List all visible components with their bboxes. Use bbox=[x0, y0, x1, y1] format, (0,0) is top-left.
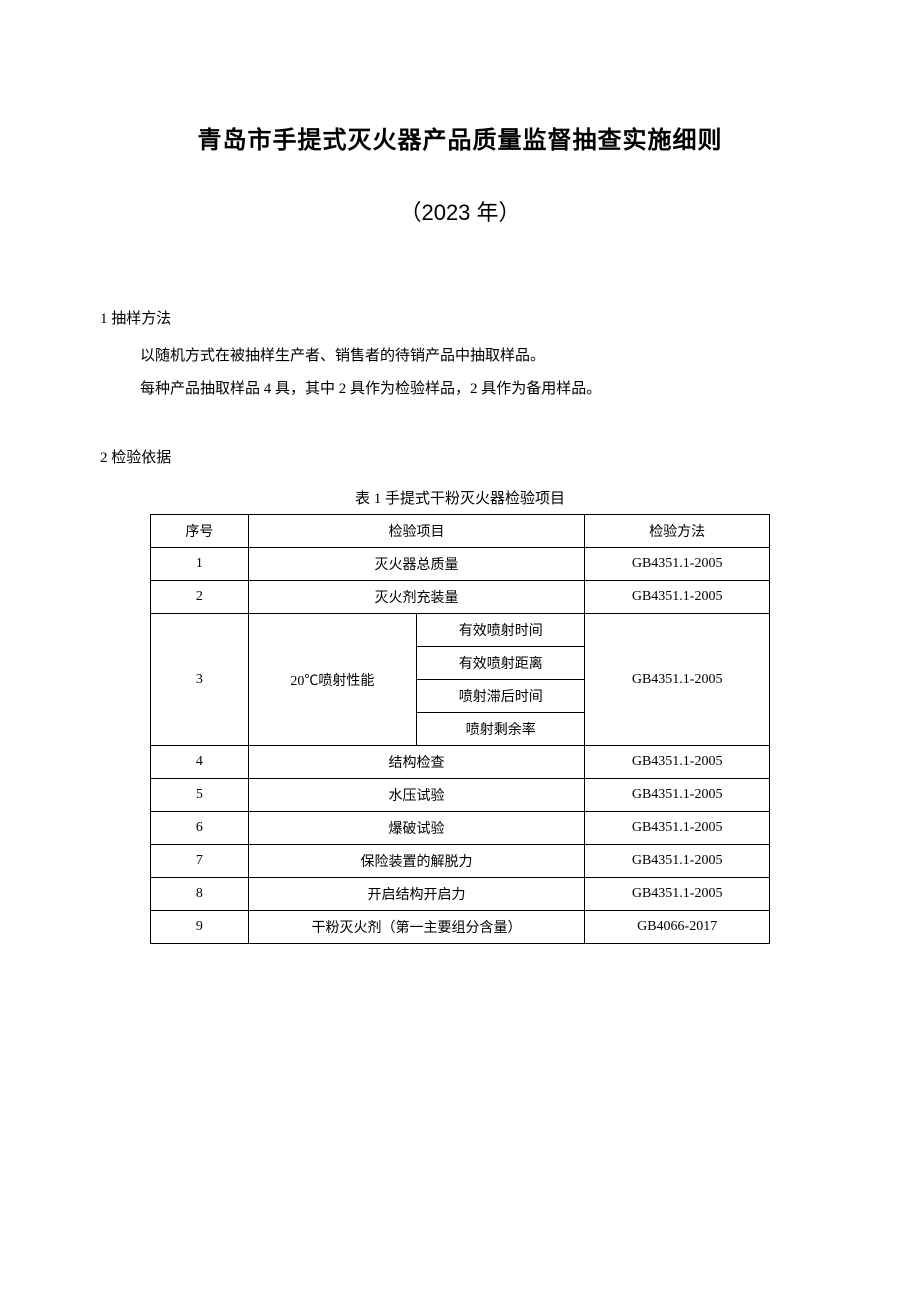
cell-method: GB4351.1-2005 bbox=[585, 878, 770, 911]
cell-seq: 4 bbox=[151, 746, 249, 779]
cell-seq: 1 bbox=[151, 548, 249, 581]
inspection-table: 序号 检验项目 检验方法 1 灭火器总质量 GB4351.1-2005 2 灭火… bbox=[150, 514, 770, 944]
cell-method: GB4066-2017 bbox=[585, 911, 770, 944]
table-row: 2 灭火剂充装量 GB4351.1-2005 bbox=[151, 581, 770, 614]
table-row: 9 干粉灭火剂（第一主要组分含量） GB4066-2017 bbox=[151, 911, 770, 944]
cell-seq: 8 bbox=[151, 878, 249, 911]
table-header-row: 序号 检验项目 检验方法 bbox=[151, 515, 770, 548]
section1-para1: 以随机方式在被抽样生产者、销售者的待销产品中抽取样品。 bbox=[100, 340, 820, 373]
cell-sub-item: 有效喷射距离 bbox=[417, 647, 585, 680]
table-row: 4 结构检查 GB4351.1-2005 bbox=[151, 746, 770, 779]
section2-heading: 2 检验依据 bbox=[100, 446, 820, 467]
section1-heading: 1 抽样方法 bbox=[100, 307, 820, 328]
cell-item: 爆破试验 bbox=[248, 812, 585, 845]
cell-seq: 3 bbox=[151, 614, 249, 746]
document-year: （2023 年） bbox=[100, 195, 820, 227]
cell-method: GB4351.1-2005 bbox=[585, 779, 770, 812]
header-method: 检验方法 bbox=[585, 515, 770, 548]
table-row: 6 爆破试验 GB4351.1-2005 bbox=[151, 812, 770, 845]
cell-method: GB4351.1-2005 bbox=[585, 746, 770, 779]
cell-sub-item: 有效喷射时间 bbox=[417, 614, 585, 647]
cell-seq: 2 bbox=[151, 581, 249, 614]
table-row: 7 保险装置的解脱力 GB4351.1-2005 bbox=[151, 845, 770, 878]
table-row: 8 开启结构开启力 GB4351.1-2005 bbox=[151, 878, 770, 911]
cell-item: 干粉灭火剂（第一主要组分含量） bbox=[248, 911, 585, 944]
table-row: 5 水压试验 GB4351.1-2005 bbox=[151, 779, 770, 812]
cell-seq: 9 bbox=[151, 911, 249, 944]
cell-item: 灭火剂充装量 bbox=[248, 581, 585, 614]
cell-method: GB4351.1-2005 bbox=[585, 548, 770, 581]
cell-method: GB4351.1-2005 bbox=[585, 812, 770, 845]
header-seq: 序号 bbox=[151, 515, 249, 548]
cell-seq: 5 bbox=[151, 779, 249, 812]
document-title: 青岛市手提式灭火器产品质量监督抽查实施细则 bbox=[100, 120, 820, 155]
table-row: 1 灭火器总质量 GB4351.1-2005 bbox=[151, 548, 770, 581]
cell-item: 开启结构开启力 bbox=[248, 878, 585, 911]
cell-seq: 7 bbox=[151, 845, 249, 878]
cell-method: GB4351.1-2005 bbox=[585, 845, 770, 878]
cell-item: 保险装置的解脱力 bbox=[248, 845, 585, 878]
cell-item: 结构检查 bbox=[248, 746, 585, 779]
cell-item: 灭火器总质量 bbox=[248, 548, 585, 581]
table-caption: 表 1 手提式干粉灭火器检验项目 bbox=[100, 487, 820, 508]
header-item: 检验项目 bbox=[248, 515, 585, 548]
section1-para2: 每种产品抽取样品 4 具，其中 2 具作为检验样品，2 具作为备用样品。 bbox=[100, 373, 820, 406]
cell-method: GB4351.1-2005 bbox=[585, 614, 770, 746]
cell-item: 水压试验 bbox=[248, 779, 585, 812]
cell-item-main: 20℃喷射性能 bbox=[248, 614, 416, 746]
cell-sub-item: 喷射剩余率 bbox=[417, 713, 585, 746]
table-row: 3 20℃喷射性能 有效喷射时间 GB4351.1-2005 bbox=[151, 614, 770, 647]
cell-method: GB4351.1-2005 bbox=[585, 581, 770, 614]
cell-seq: 6 bbox=[151, 812, 249, 845]
cell-sub-item: 喷射滞后时间 bbox=[417, 680, 585, 713]
